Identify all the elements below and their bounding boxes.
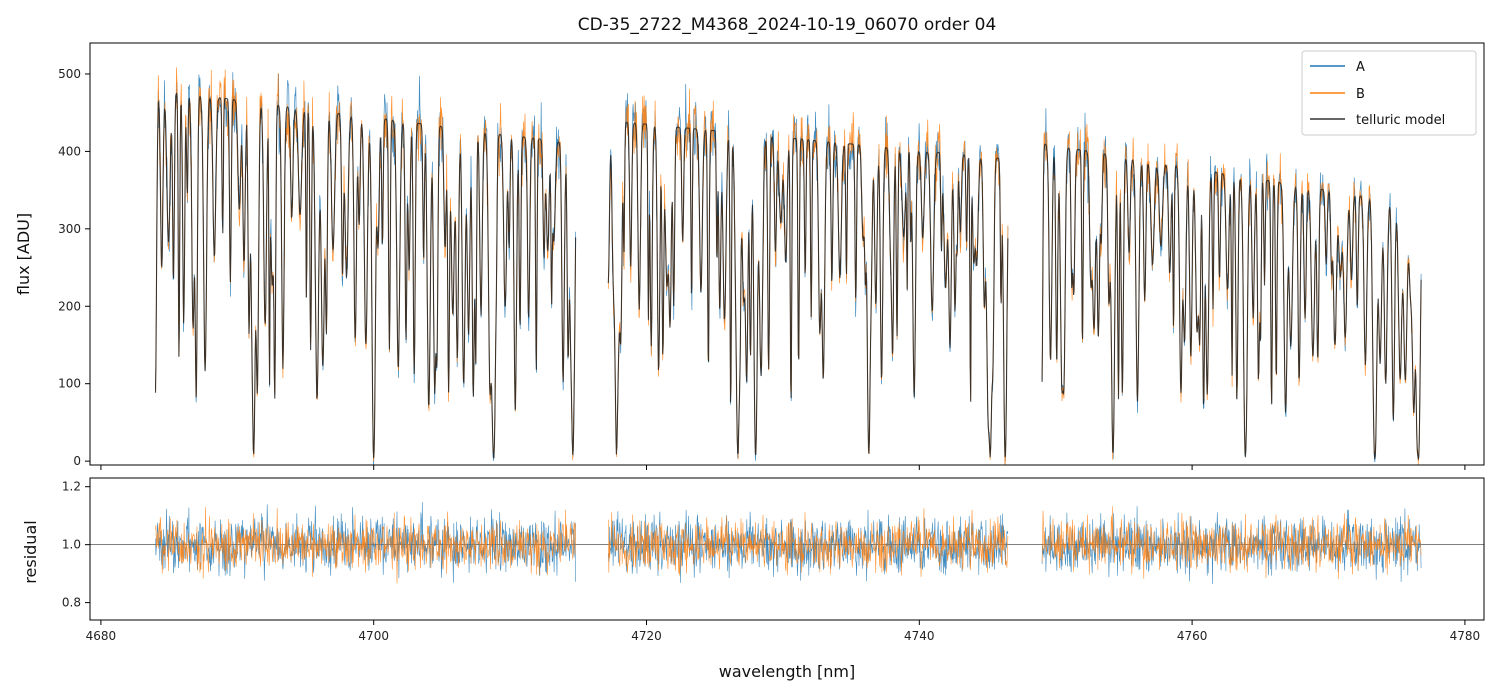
residual-y-axis-label: residual [21, 520, 40, 583]
x-tick-label: 4780 [1450, 629, 1481, 643]
legend-label-b: B [1356, 87, 1365, 102]
flux-y-tick-label: 100 [58, 377, 81, 391]
flux-panel-frame [89, 42, 1485, 466]
residual-y-tick-label: 1.2 [62, 480, 81, 494]
series-a-flux-segment-1 [155, 72, 576, 465]
legend-box [1301, 50, 1477, 136]
flux-y-tick-label: 200 [58, 299, 81, 313]
telluric-model-segment-1 [154, 92, 577, 459]
x-tick-label: 4680 [86, 629, 117, 643]
x-tick-label: 4740 [904, 629, 935, 643]
legend-label-model: telluric model [1356, 113, 1445, 128]
residual-panel-frame [89, 477, 1485, 621]
flux-y-tick-label: 0 [73, 454, 81, 468]
series-b-residual-segment-1 [155, 507, 576, 584]
flux-y-axis-label: flux [ADU] [14, 213, 33, 295]
series-b-residual-segment-2 [608, 508, 1009, 578]
x-tick-label: 4700 [358, 629, 389, 643]
residual-panel [89, 477, 1485, 621]
x-tick-label: 4760 [1177, 629, 1208, 643]
flux-plot-area [154, 67, 1422, 465]
legend: A B telluric model [1301, 50, 1477, 136]
flux-y-tick-label: 500 [58, 67, 81, 81]
flux-panel [89, 42, 1485, 466]
flux-y-tick-label: 400 [58, 144, 81, 158]
telluric-model-segment-2 [607, 121, 1009, 458]
residual-plot-area [90, 502, 1484, 585]
telluric-model-segment-3 [1041, 143, 1422, 461]
residual-y-tick-label: 1.0 [62, 538, 81, 552]
legend-label-a: A [1356, 60, 1365, 75]
x-axis-label: wavelength [nm] [719, 662, 856, 681]
flux-y-tick-label: 300 [58, 222, 81, 236]
residual-y-tick-label: 0.8 [62, 596, 81, 610]
series-b-flux-segment-1 [155, 67, 576, 462]
chart-title: CD-35_2722_M4368_2024-10-19_06070 order … [578, 15, 997, 35]
x-tick-label: 4720 [631, 629, 662, 643]
series-b-residual-segment-3 [1041, 506, 1422, 580]
